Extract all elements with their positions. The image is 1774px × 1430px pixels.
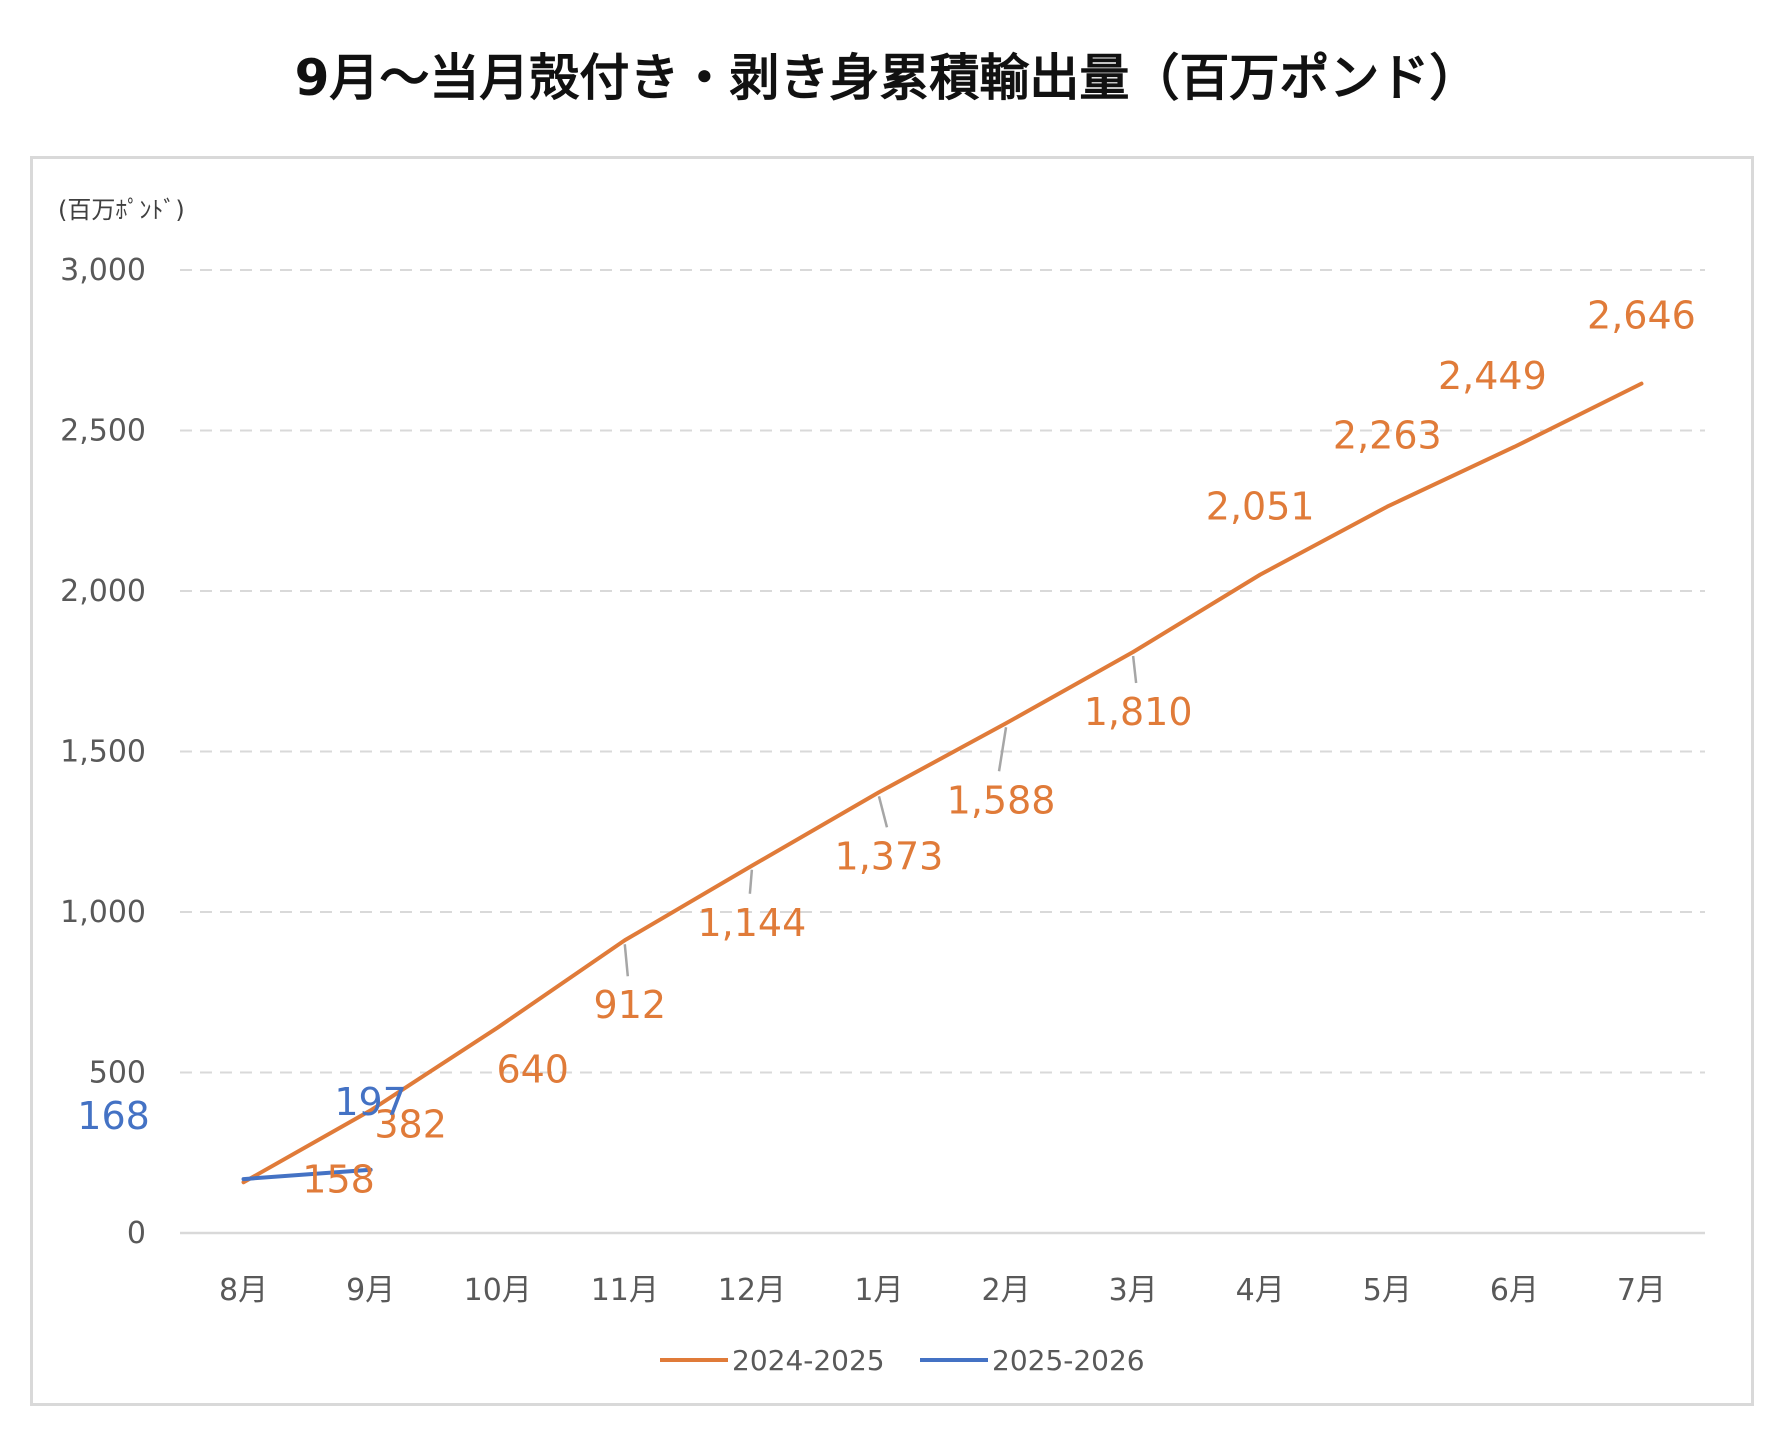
- x-tick-label: 1月: [854, 1273, 903, 1308]
- x-tick-label: 6月: [1490, 1273, 1539, 1308]
- data-label: 2,646: [1587, 294, 1696, 338]
- label-leader-lines: [623, 655, 1138, 977]
- x-tick-label: 8月: [219, 1273, 268, 1308]
- data-label: 168: [77, 1094, 150, 1138]
- x-tick-label: 9月: [346, 1273, 395, 1308]
- data-label: 2,263: [1333, 414, 1442, 458]
- y-tick-label: 1,000: [60, 895, 146, 930]
- series-lines: [241, 381, 1644, 1185]
- legend-label: 2025-2026: [992, 1344, 1145, 1377]
- data-label: 2,051: [1206, 485, 1315, 529]
- y-tick-label: 500: [89, 1056, 146, 1091]
- leader-line: [748, 869, 754, 894]
- series-line-2025-2026: [241, 1167, 373, 1182]
- data-label: 2,449: [1438, 354, 1547, 398]
- gridlines: [180, 269, 1705, 1235]
- x-tick-label: 4月: [1236, 1273, 1285, 1308]
- x-axis: 8月 9月 10月 11月 12月 1月 2月 3月 4月 5月 6月 7月: [219, 1273, 1666, 1308]
- data-label: 640: [496, 1048, 569, 1092]
- data-label: 1,373: [835, 834, 944, 878]
- x-tick-label: 3月: [1109, 1273, 1158, 1308]
- leader-line: [623, 944, 630, 977]
- leader-line: [877, 795, 889, 828]
- y-tick-label: 1,500: [60, 735, 146, 770]
- chart-title: 9月～当月殻付き・剥き身累積輸出量（百万ポンド）: [294, 49, 1480, 107]
- leader-line: [1131, 655, 1138, 684]
- x-tick-label: 12月: [718, 1273, 786, 1308]
- data-label: 382: [374, 1102, 447, 1146]
- x-tick-label: 10月: [464, 1273, 532, 1308]
- data-label: 1,144: [697, 901, 806, 945]
- leader-line: [997, 727, 1008, 772]
- y-tick-label: 3,000: [60, 253, 146, 288]
- y-tick-label: 2,500: [60, 414, 146, 449]
- legend-label: 2024-2025: [732, 1344, 885, 1377]
- data-label: 158: [302, 1157, 375, 1201]
- data-label: 912: [594, 983, 667, 1027]
- data-label: 1,588: [947, 778, 1056, 822]
- chart-frame: [30, 156, 1754, 1406]
- y-tick-label: 2,000: [60, 574, 146, 609]
- data-label: 1,810: [1084, 690, 1193, 734]
- series-line-2024-2025: [241, 381, 1644, 1185]
- x-tick-label: 2月: [981, 1273, 1030, 1308]
- y-tick-label: 0: [127, 1216, 146, 1251]
- legend: 2024-2025 2025-2026: [660, 1344, 1145, 1377]
- data-label: 197: [334, 1080, 407, 1124]
- x-tick-label: 5月: [1363, 1273, 1412, 1308]
- x-tick-label: 7月: [1617, 1273, 1666, 1308]
- y-axis: 0 500 1,000 1,500 2,000 2,500 3,000: [60, 253, 146, 1251]
- y-axis-unit-label: (百万ﾎﾟﾝﾄﾞ): [58, 196, 185, 224]
- x-tick-label: 11月: [591, 1273, 659, 1308]
